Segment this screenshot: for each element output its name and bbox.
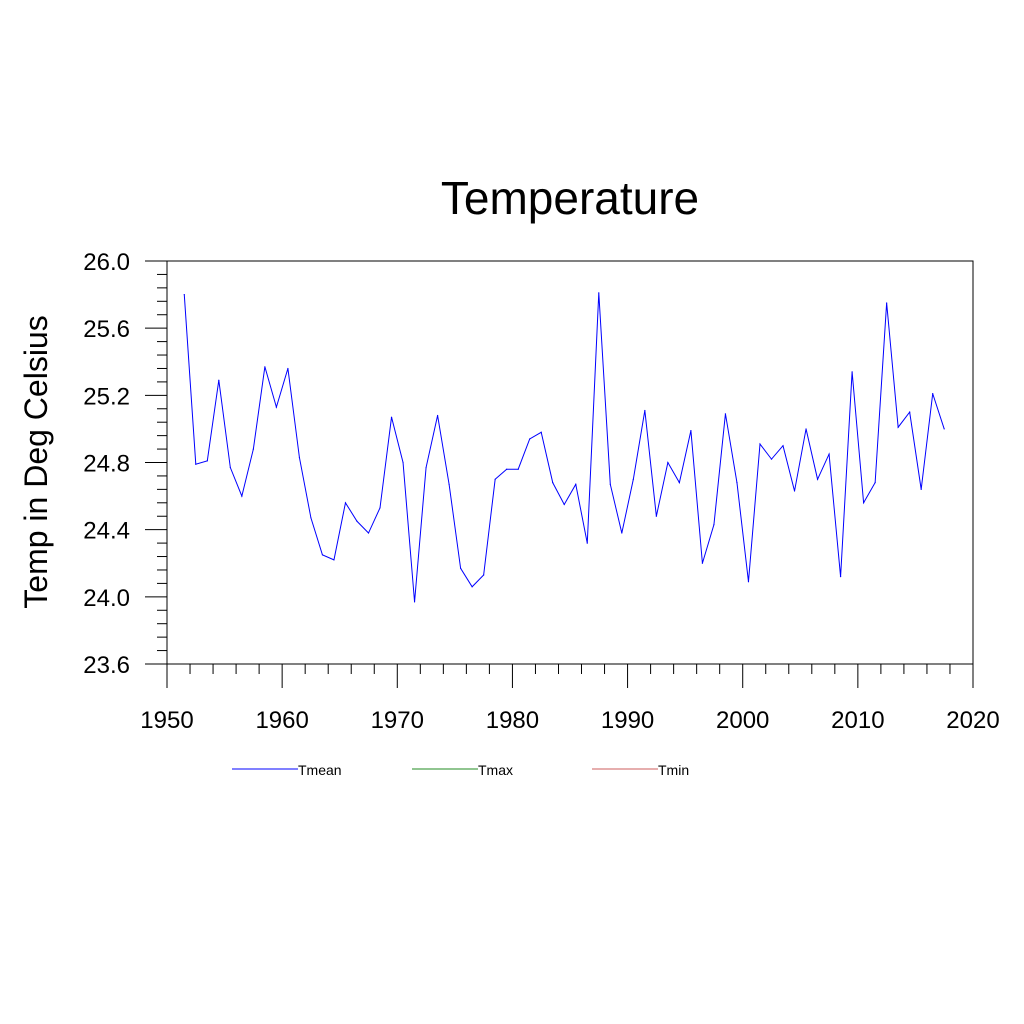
x-tick-label: 1990 [601,707,654,734]
legend-label-tmax: Tmax [478,762,513,778]
data-point-tmean [310,517,312,519]
data-point-tmean [264,366,266,368]
data-point-tmean [471,586,473,588]
data-point-tmean [195,463,197,465]
data-point-tmean [552,482,554,484]
series-layer [183,292,945,603]
data-point-tmean [425,466,427,469]
data-point-tmean [275,406,277,408]
x-tick-label: 1950 [140,707,193,734]
data-point-tmean [506,468,508,470]
x-tick-label: 1980 [486,707,539,734]
data-point-tmean [390,416,393,418]
data-point-tmean [839,576,842,578]
data-point-tmean [540,431,542,433]
data-point-tmean [621,532,623,534]
y-tick-label: 24.4 [83,518,130,545]
data-point-tmean [828,453,830,455]
y-tick-label: 25.2 [83,383,130,410]
data-point-tmean [563,503,565,506]
plot-frame [166,260,974,665]
y-tick-label: 26.0 [83,249,130,276]
data-point-tmean [920,488,922,490]
data-point-tmean [575,483,577,485]
data-point-tmean [667,461,669,464]
x-tick-label: 2010 [831,707,884,734]
data-point-tmean [678,482,680,484]
y-tick-label: 25.6 [83,316,130,343]
y-tick-label: 24.8 [83,451,130,478]
data-point-tmean [863,502,865,504]
data-point-tmean [747,581,750,583]
data-point-tmean [874,482,876,484]
data-point-tmean [241,495,243,497]
y-tick-label: 24.0 [83,585,130,612]
data-point-tmean [586,542,588,544]
legend-label-tmin: Tmin [658,762,689,778]
data-point-tmean [402,461,404,464]
data-point-tmean [448,483,450,485]
data-point-tmean [333,559,335,561]
data-point-tmean [483,574,485,576]
data-point-tmean [932,393,934,395]
x-tick-label: 2020 [946,707,999,734]
x-tick-label: 1970 [371,707,424,734]
y-tick-label: 23.6 [83,652,130,679]
data-point-tmean [517,468,519,470]
data-point-tmean [413,601,416,603]
data-point-tmean [909,411,911,413]
data-point-tmean [851,371,853,373]
data-point-tmean [356,520,358,522]
data-point-tmean [886,302,888,304]
data-point-tmean [436,414,439,417]
data-point-tmean [609,483,611,485]
data-point-tmean [943,428,945,430]
data-point-tmean [690,429,692,432]
data-point-tmean [782,445,784,447]
data-point-tmean [598,292,600,294]
data-point-tmean [367,532,370,534]
data-point-tmean [897,426,899,428]
data-point-tmean [183,293,185,296]
data-point-tmean [632,478,634,480]
data-point-tmean [287,367,289,370]
data-point-tmean [701,562,704,564]
chart-title: Temperature [441,172,699,224]
data-point-tmean [218,379,220,381]
data-point-tmean [252,448,254,450]
data-point-tmean [759,443,761,445]
data-point-tmean [655,515,657,517]
x-tick-label: 2000 [716,707,769,734]
data-point-tmean [736,482,738,484]
data-point-tmean [494,478,496,480]
data-point-tmean [770,458,773,460]
data-point-tmean [644,409,646,412]
legend: Tmean Tmax Tmin [232,762,689,778]
data-point-tmean [713,524,715,526]
series-line-tmean [183,292,945,602]
data-point-tmean [793,490,796,492]
data-point-tmean [229,466,231,469]
x-tick-label: 1960 [255,707,308,734]
data-point-tmean [529,438,531,440]
data-point-tmean [460,567,462,569]
data-point-tmean [298,456,301,459]
data-point-tmean [344,502,347,504]
data-point-tmean [724,413,727,415]
axes: 1950 1960 1970 1980 1990 2000 2010 2020 23.6 24.0… [83,249,999,734]
data-point-tmean [321,554,324,556]
data-point-tmean [816,478,819,480]
data-point-tmean [206,460,208,462]
legend-label-tmean: Tmean [298,762,342,778]
y-axis-label: Temp in Deg Celsius [18,315,54,608]
data-point-tmean [805,428,807,430]
data-point-tmean [379,507,381,509]
